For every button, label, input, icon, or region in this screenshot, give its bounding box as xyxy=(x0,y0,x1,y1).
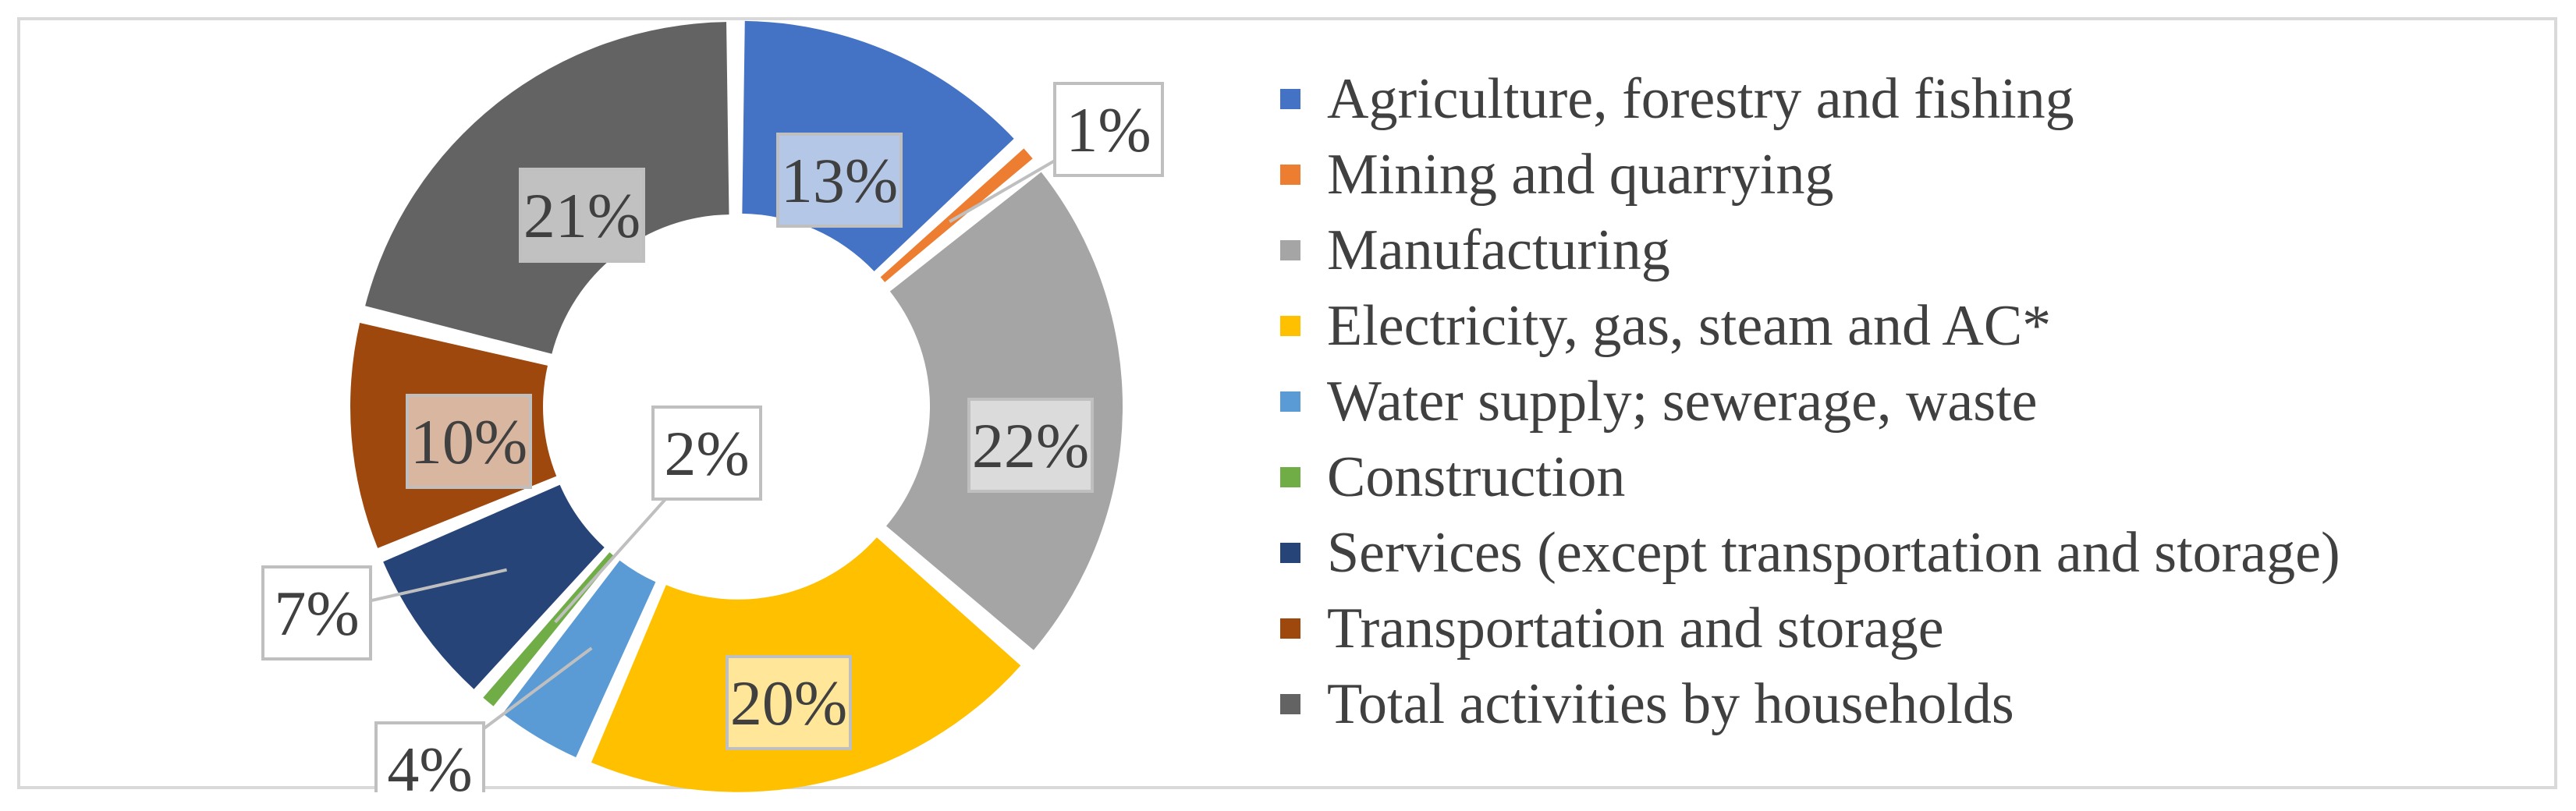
legend-item: Construction xyxy=(1280,439,2560,515)
data-label-agriculture-forestry-and-fishing: 13% xyxy=(776,133,903,228)
legend-item: Services (except transportation and stor… xyxy=(1280,515,2560,590)
legend-label-services: Services (except transportation and stor… xyxy=(1327,520,2340,585)
data-label-agriculture-forestry-and-fishing-text: 13% xyxy=(781,145,898,216)
legend-label-households: Total activities by households xyxy=(1327,671,2014,736)
legend-label-transportation: Transportation and storage xyxy=(1327,596,1944,660)
legend-label-mining: Mining and quarrying xyxy=(1327,142,1834,207)
legend-swatch-mining xyxy=(1280,164,1300,185)
data-label-total-activities-by-households-box xyxy=(519,168,645,263)
legend-label-water-supply: Water supply; sewerage, waste xyxy=(1327,369,2038,434)
legend-item: Manufacturing xyxy=(1280,212,2560,288)
data-label-services-except-transportation-and-storage-text: 7% xyxy=(274,578,359,649)
legend-swatch-agriculture xyxy=(1280,88,1300,109)
legend-swatch-households xyxy=(1280,693,1300,714)
legend-label-electricity: Electricity, gas, steam and AC* xyxy=(1327,293,2052,358)
legend-item: Water supply; sewerage, waste xyxy=(1280,363,2560,439)
data-label-electricity-gas-steam-and-ac-box xyxy=(726,655,852,750)
legend-swatch-services xyxy=(1280,542,1300,563)
data-label-services-except-transportation-and-storage-box xyxy=(261,565,372,660)
data-label-electricity-gas-steam-and-ac-text: 20% xyxy=(730,668,847,738)
data-label-transportation-and-storage: 10% xyxy=(406,394,532,489)
legend-item: Agriculture, forestry and fishing xyxy=(1280,61,2560,136)
data-label-transportation-and-storage-text: 10% xyxy=(410,406,527,477)
data-label-extra-construction: 2% xyxy=(651,406,762,501)
data-label-mining-and-quarrying-box xyxy=(1053,82,1164,177)
legend-item: Mining and quarrying xyxy=(1280,136,2560,212)
legend-swatch-electricity xyxy=(1280,315,1300,336)
legend-label-agriculture: Agriculture, forestry and fishing xyxy=(1327,66,2074,131)
data-label-water-supply-sewerage-waste: 4% xyxy=(374,721,485,792)
legend-label-construction: Construction xyxy=(1327,444,1626,509)
data-label-total-activities-by-households-text: 21% xyxy=(523,180,640,251)
donut-chart: 13% 1% 22% 20% 4% 7% 10% 21% 2% xyxy=(261,20,1164,792)
data-label-manufacturing: 22% xyxy=(967,398,1094,493)
legend-swatch-manufacturing xyxy=(1280,239,1300,260)
data-label-services-except-transportation-and-storage: 7% xyxy=(261,565,372,660)
data-label-extra-construction-box xyxy=(651,406,762,501)
data-label-manufacturing-text: 22% xyxy=(972,410,1089,481)
data-label-water-supply-sewerage-waste-text: 4% xyxy=(387,734,472,792)
legend-label-manufacturing: Manufacturing xyxy=(1327,218,1670,282)
legend-swatch-construction xyxy=(1280,466,1300,487)
chart-frame: 13% 1% 22% 20% 4% 7% 10% 21% 2% Agriculture, for… xyxy=(17,17,2560,792)
data-label-total-activities-by-households: 21% xyxy=(519,168,645,263)
legend-item: Total activities by households xyxy=(1280,666,2560,742)
legend-item: Electricity, gas, steam and AC* xyxy=(1280,288,2560,363)
data-label-mining-and-quarrying-text: 1% xyxy=(1066,94,1151,165)
slice-services-except-transportation-and-storage xyxy=(383,484,605,689)
data-label-electricity-gas-steam-and-ac: 20% xyxy=(726,655,852,750)
legend: Agriculture, forestry and fishing Mining… xyxy=(1280,61,2560,742)
legend-swatch-transportation xyxy=(1280,618,1300,639)
legend-swatch-water-supply xyxy=(1280,391,1300,412)
legend-item: Transportation and storage xyxy=(1280,590,2560,666)
data-label-mining-and-quarrying: 1% xyxy=(1053,82,1164,177)
data-label-extra-construction-text: 2% xyxy=(664,418,749,489)
data-label-manufacturing-box xyxy=(967,398,1094,493)
data-label-water-supply-sewerage-waste-box xyxy=(374,721,485,792)
slice-mining-and-quarrying xyxy=(880,148,1033,282)
data-label-agriculture-forestry-and-fishing-box xyxy=(776,133,903,228)
data-label-transportation-and-storage-box xyxy=(406,394,532,489)
